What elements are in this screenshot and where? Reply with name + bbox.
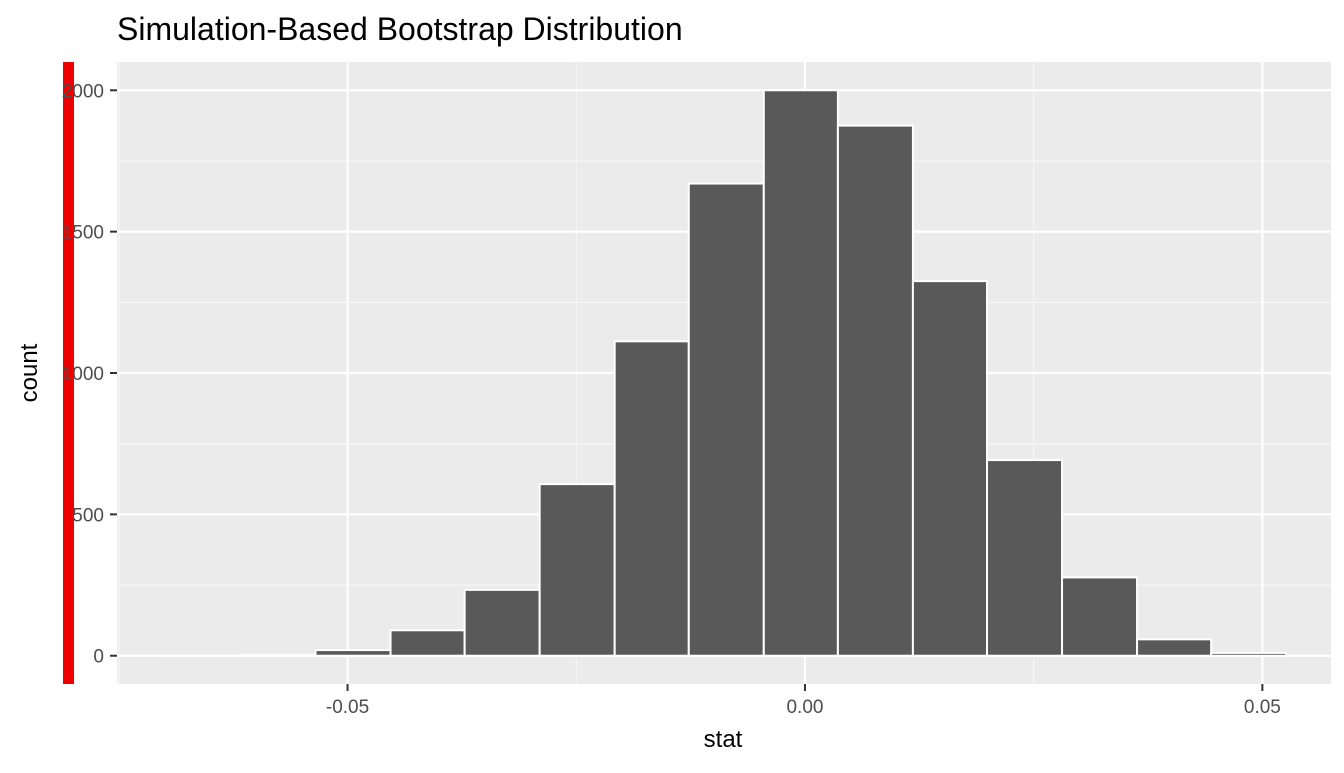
x-tick-label: 0.05	[1244, 697, 1281, 718]
chart-title: Simulation-Based Bootstrap Distribution	[117, 11, 683, 47]
histogram-bar	[1062, 577, 1137, 655]
histogram-bar	[689, 184, 764, 656]
y-tick-label: 1000	[62, 364, 104, 385]
histogram-bar	[838, 126, 913, 656]
histogram-bar	[1211, 653, 1286, 656]
x-axis-title: stat	[704, 726, 743, 753]
x-axis: -0.05 0.00 0.05	[326, 684, 1281, 718]
histogram-bar	[241, 655, 315, 656]
y-tick-label: 0	[93, 647, 104, 668]
x-tick-label: -0.05	[326, 697, 369, 718]
histogram-bar	[540, 484, 615, 656]
histogram-bar	[764, 90, 838, 655]
histogram-bar	[1137, 639, 1211, 655]
histogram-bar	[987, 460, 1062, 656]
y-tick-label: 1500	[62, 223, 104, 244]
y-tick-label: 500	[72, 505, 104, 526]
y-tick-label: 2000	[62, 81, 104, 102]
x-tick-label: 0.00	[786, 697, 823, 718]
y-axis-title: count	[16, 343, 43, 402]
histogram-bar	[615, 341, 689, 655]
histogram-bar	[913, 281, 987, 656]
histogram-bar	[316, 650, 391, 656]
histogram-bar	[465, 590, 540, 656]
histogram-bar	[391, 630, 465, 655]
